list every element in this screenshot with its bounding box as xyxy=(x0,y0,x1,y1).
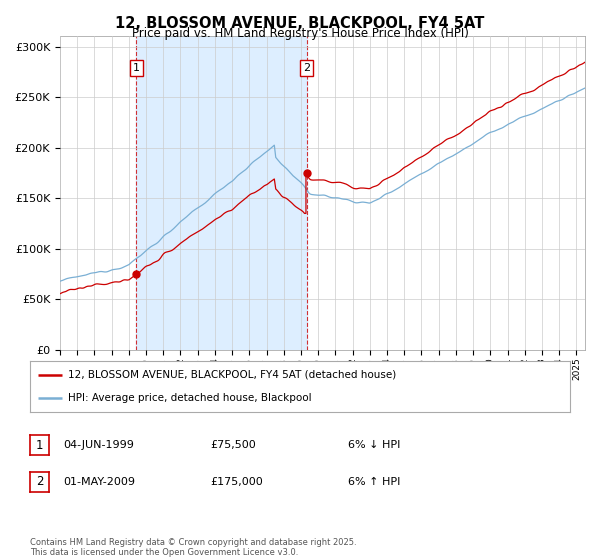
Text: 2: 2 xyxy=(303,63,310,73)
Text: Contains HM Land Registry data © Crown copyright and database right 2025.
This d: Contains HM Land Registry data © Crown c… xyxy=(30,538,356,557)
Text: 01-MAY-2009: 01-MAY-2009 xyxy=(63,477,135,487)
Bar xyxy=(136,36,307,350)
Text: 2: 2 xyxy=(36,475,43,488)
Text: 1: 1 xyxy=(133,63,140,73)
Text: Price paid vs. HM Land Registry's House Price Index (HPI): Price paid vs. HM Land Registry's House … xyxy=(131,27,469,40)
Text: 04-JUN-1999: 04-JUN-1999 xyxy=(63,440,134,450)
Text: 6% ↑ HPI: 6% ↑ HPI xyxy=(348,477,400,487)
Text: HPI: Average price, detached house, Blackpool: HPI: Average price, detached house, Blac… xyxy=(68,393,311,403)
Text: £75,500: £75,500 xyxy=(210,440,256,450)
Text: £175,000: £175,000 xyxy=(210,477,263,487)
Text: 1: 1 xyxy=(36,438,43,452)
Text: 12, BLOSSOM AVENUE, BLACKPOOL, FY4 5AT: 12, BLOSSOM AVENUE, BLACKPOOL, FY4 5AT xyxy=(115,16,485,31)
Text: 6% ↓ HPI: 6% ↓ HPI xyxy=(348,440,400,450)
Text: 12, BLOSSOM AVENUE, BLACKPOOL, FY4 5AT (detached house): 12, BLOSSOM AVENUE, BLACKPOOL, FY4 5AT (… xyxy=(68,370,396,380)
